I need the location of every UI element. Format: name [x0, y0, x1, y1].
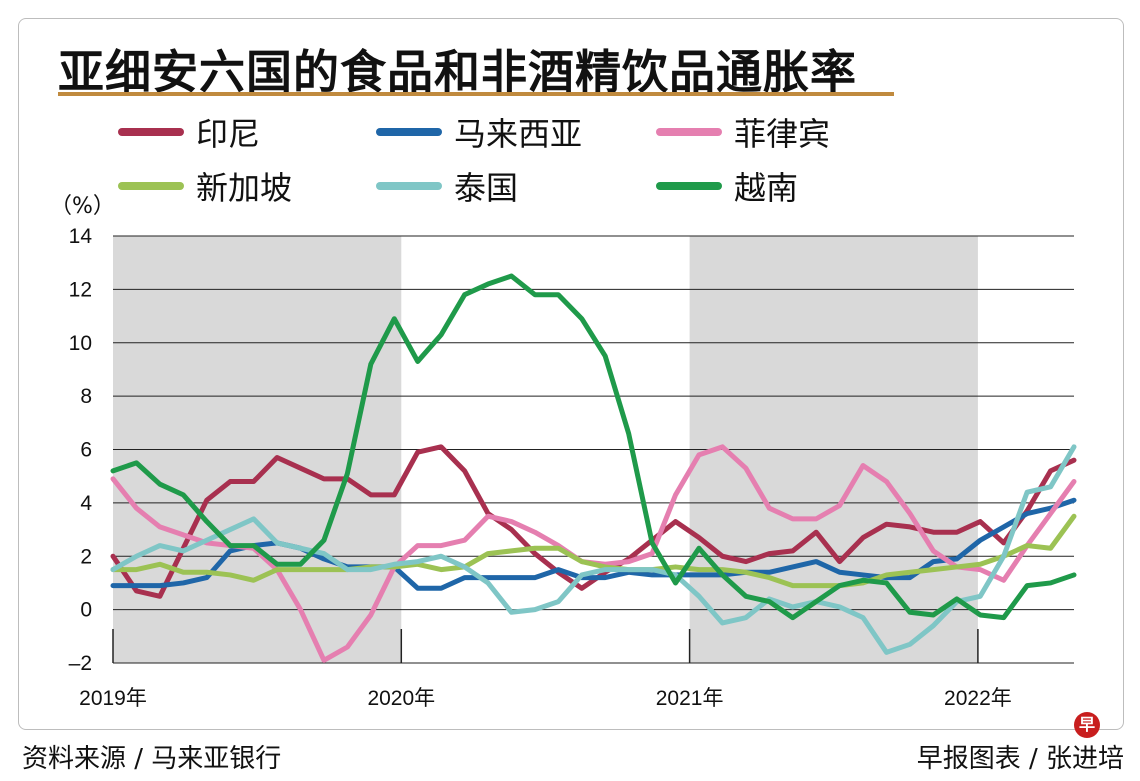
chart-title: 亚细安六国的食品和非酒精饮品通胀率 [58, 45, 857, 99]
x-tick-label: 2019年 [79, 687, 147, 710]
x-tick-label: 2021年 [656, 687, 724, 710]
legend-label-malaysia: 马来西亚 [454, 115, 583, 153]
legend-swatch-indonesia [118, 128, 184, 136]
zaobao-logo: 早 [1074, 712, 1100, 738]
y-tick-label: 8 [80, 385, 92, 408]
legend-item-thailand: 泰国 [376, 166, 519, 207]
legend-label-philippines: 菲律宾 [734, 115, 831, 153]
y-tick-label: 0 [80, 599, 92, 622]
legend-label-thailand: 泰国 [454, 169, 519, 207]
y-tick-label: 14 [69, 225, 93, 248]
legend-item-malaysia: 马来西亚 [376, 112, 583, 153]
legend-label-singapore: 新加坡 [196, 169, 293, 207]
legend-swatch-singapore [118, 182, 184, 190]
x-tick-label: 2022年 [944, 687, 1012, 710]
x-tick-label: 2020年 [367, 687, 435, 710]
y-tick-label: 2 [80, 545, 92, 568]
y-axis-unit-label: （%） [50, 194, 115, 219]
title-underline [58, 92, 894, 96]
legend-swatch-vietnam [656, 182, 722, 190]
series-line-5 [110, 273, 1077, 621]
series-line-1 [110, 497, 1077, 591]
y-tick-label: 10 [69, 332, 92, 355]
series-line-0 [110, 444, 1077, 599]
legend-item-singapore: 新加坡 [118, 166, 293, 207]
legend-item-indonesia: 印尼 [118, 112, 261, 153]
y-tick-label: 12 [69, 278, 92, 301]
series-line-3 [110, 513, 1077, 589]
legend-swatch-philippines [656, 128, 722, 136]
legend-swatch-malaysia [376, 128, 442, 136]
legend-item-philippines: 菲律宾 [656, 112, 831, 153]
legend-label-vietnam: 越南 [734, 169, 799, 207]
y-tick-label: –2 [69, 652, 92, 675]
series-line-4 [110, 444, 1077, 655]
y-tick-label: 6 [80, 439, 92, 462]
legend-item-vietnam: 越南 [656, 166, 799, 207]
credit-note: 早报图表 / 张进培 [916, 744, 1124, 774]
legend-swatch-thailand [376, 182, 442, 190]
source-note: 资料来源 / 马来亚银行 [22, 744, 282, 774]
legend-label-indonesia: 印尼 [196, 115, 261, 153]
y-tick-label: 4 [80, 492, 92, 515]
